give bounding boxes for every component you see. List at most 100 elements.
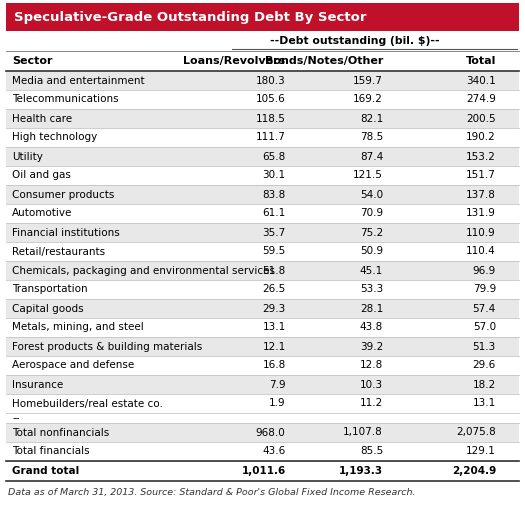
Bar xyxy=(6,423,519,442)
Bar xyxy=(6,71,519,90)
Text: Transportation: Transportation xyxy=(12,285,88,295)
Text: 39.2: 39.2 xyxy=(360,342,383,351)
Text: 2,075.8: 2,075.8 xyxy=(456,427,496,437)
Text: 13.1: 13.1 xyxy=(262,323,286,333)
Bar xyxy=(6,318,519,337)
Bar xyxy=(6,261,519,280)
Text: Chemicals, packaging and environmental services: Chemicals, packaging and environmental s… xyxy=(12,266,275,276)
Bar xyxy=(6,204,519,223)
Text: 45.1: 45.1 xyxy=(360,266,383,276)
Text: 96.9: 96.9 xyxy=(472,266,496,276)
Bar xyxy=(6,280,519,299)
Text: 7.9: 7.9 xyxy=(269,379,286,389)
Text: 57.0: 57.0 xyxy=(473,323,496,333)
Text: 87.4: 87.4 xyxy=(360,151,383,161)
Text: Automotive: Automotive xyxy=(12,208,72,218)
Bar xyxy=(6,242,519,261)
Text: Total nonfinancials: Total nonfinancials xyxy=(12,427,109,437)
Text: Data as of March 31, 2013. Source: Standard & Poor's Global Fixed Income Researc: Data as of March 31, 2013. Source: Stand… xyxy=(8,488,415,497)
Text: Total financials: Total financials xyxy=(12,446,90,457)
Bar xyxy=(6,375,519,394)
Text: 18.2: 18.2 xyxy=(472,379,496,389)
Bar xyxy=(6,394,519,413)
Text: 968.0: 968.0 xyxy=(256,427,286,437)
Text: 51.3: 51.3 xyxy=(472,342,496,351)
Text: 1,011.6: 1,011.6 xyxy=(242,466,286,476)
Text: Loans/Revolvers: Loans/Revolvers xyxy=(183,56,286,66)
Text: Retail/restaurants: Retail/restaurants xyxy=(12,247,106,257)
Text: Forest products & building materials: Forest products & building materials xyxy=(12,342,203,351)
Bar xyxy=(6,442,519,461)
Text: 169.2: 169.2 xyxy=(353,95,383,105)
Text: 53.3: 53.3 xyxy=(360,285,383,295)
Text: Total: Total xyxy=(466,56,496,66)
Text: High technology: High technology xyxy=(12,132,98,142)
Bar xyxy=(6,166,519,185)
Text: 159.7: 159.7 xyxy=(353,76,383,86)
Text: 50.9: 50.9 xyxy=(360,247,383,257)
Bar xyxy=(6,109,519,128)
Text: 10.3: 10.3 xyxy=(360,379,383,389)
Text: --Debt outstanding (bil. $)--: --Debt outstanding (bil. $)-- xyxy=(270,36,439,46)
Text: 200.5: 200.5 xyxy=(466,114,496,123)
Text: 65.8: 65.8 xyxy=(262,151,286,161)
Text: 75.2: 75.2 xyxy=(360,227,383,238)
Text: 57.4: 57.4 xyxy=(472,304,496,314)
Text: Utility: Utility xyxy=(12,151,43,161)
Text: 151.7: 151.7 xyxy=(466,170,496,180)
Text: 1,107.8: 1,107.8 xyxy=(343,427,383,437)
Text: 274.9: 274.9 xyxy=(466,95,496,105)
Text: 153.2: 153.2 xyxy=(466,151,496,161)
Text: 29.3: 29.3 xyxy=(262,304,286,314)
Text: Homebuilders/real estate co.: Homebuilders/real estate co. xyxy=(12,398,163,408)
Text: 110.4: 110.4 xyxy=(466,247,496,257)
Bar xyxy=(6,223,519,242)
Text: 51.8: 51.8 xyxy=(262,266,286,276)
Text: 78.5: 78.5 xyxy=(360,132,383,142)
Text: 340.1: 340.1 xyxy=(466,76,496,86)
Text: Speculative-Grade Outstanding Debt By Sector: Speculative-Grade Outstanding Debt By Se… xyxy=(14,11,366,23)
Text: 59.5: 59.5 xyxy=(262,247,286,257)
Text: 30.1: 30.1 xyxy=(262,170,286,180)
Text: 54.0: 54.0 xyxy=(360,189,383,199)
Bar xyxy=(6,461,519,481)
Text: Financial institutions: Financial institutions xyxy=(12,227,120,238)
Text: 29.6: 29.6 xyxy=(472,360,496,370)
Text: --: -- xyxy=(12,413,19,423)
Text: 79.9: 79.9 xyxy=(472,285,496,295)
Text: Metals, mining, and steel: Metals, mining, and steel xyxy=(12,323,144,333)
Text: 12.1: 12.1 xyxy=(262,342,286,351)
Text: 13.1: 13.1 xyxy=(472,398,496,408)
Text: 61.1: 61.1 xyxy=(262,208,286,218)
Bar xyxy=(6,3,519,31)
Text: 26.5: 26.5 xyxy=(262,285,286,295)
Text: 111.7: 111.7 xyxy=(256,132,286,142)
Text: 129.1: 129.1 xyxy=(466,446,496,457)
Text: 105.6: 105.6 xyxy=(256,95,286,105)
Text: Media and entertainment: Media and entertainment xyxy=(12,76,145,86)
Text: Aerospace and defense: Aerospace and defense xyxy=(12,360,134,370)
Text: 118.5: 118.5 xyxy=(256,114,286,123)
Text: 70.9: 70.9 xyxy=(360,208,383,218)
Text: Telecommunications: Telecommunications xyxy=(12,95,119,105)
Text: 1.9: 1.9 xyxy=(269,398,286,408)
Text: Sector: Sector xyxy=(12,56,52,66)
Text: 190.2: 190.2 xyxy=(466,132,496,142)
Bar xyxy=(6,147,519,166)
Text: 1,193.3: 1,193.3 xyxy=(339,466,383,476)
Text: 35.7: 35.7 xyxy=(262,227,286,238)
Bar xyxy=(6,299,519,318)
Text: Insurance: Insurance xyxy=(12,379,64,389)
Text: 131.9: 131.9 xyxy=(466,208,496,218)
Text: Capital goods: Capital goods xyxy=(12,304,84,314)
Bar xyxy=(6,337,519,356)
Bar xyxy=(6,128,519,147)
Text: 2,204.9: 2,204.9 xyxy=(452,466,496,476)
Text: 11.2: 11.2 xyxy=(360,398,383,408)
Text: Oil and gas: Oil and gas xyxy=(12,170,71,180)
Text: Consumer products: Consumer products xyxy=(12,189,114,199)
Text: 180.3: 180.3 xyxy=(256,76,286,86)
Text: 83.8: 83.8 xyxy=(262,189,286,199)
Text: Bonds/Notes/Other: Bonds/Notes/Other xyxy=(265,56,383,66)
Text: Grand total: Grand total xyxy=(12,466,79,476)
